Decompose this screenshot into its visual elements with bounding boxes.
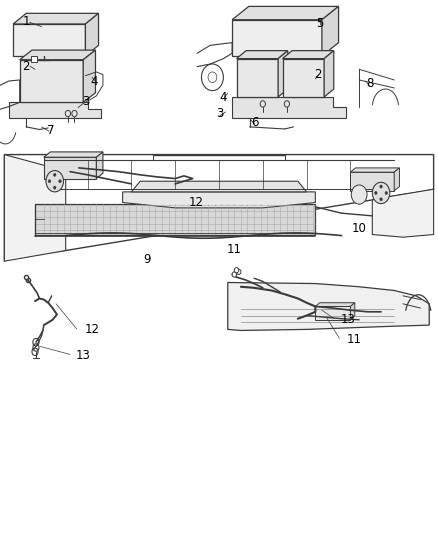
- Text: 13: 13: [76, 349, 91, 362]
- Circle shape: [48, 180, 51, 183]
- Text: 1: 1: [22, 15, 30, 28]
- Polygon shape: [31, 56, 37, 62]
- Polygon shape: [83, 50, 95, 102]
- Polygon shape: [324, 51, 334, 97]
- Polygon shape: [20, 50, 95, 60]
- Text: 4: 4: [90, 75, 98, 87]
- Polygon shape: [44, 157, 96, 179]
- Polygon shape: [350, 168, 399, 172]
- Circle shape: [372, 182, 390, 204]
- Text: 10: 10: [352, 222, 367, 235]
- Circle shape: [374, 191, 377, 195]
- Polygon shape: [228, 282, 429, 330]
- Text: 8: 8: [367, 77, 374, 90]
- Polygon shape: [278, 51, 288, 97]
- Text: 6: 6: [251, 116, 259, 129]
- Text: 9: 9: [143, 253, 151, 265]
- Text: 12: 12: [85, 323, 99, 336]
- Polygon shape: [232, 6, 339, 20]
- Polygon shape: [237, 51, 288, 59]
- Text: 11: 11: [346, 333, 361, 346]
- Polygon shape: [394, 168, 399, 191]
- Polygon shape: [237, 59, 278, 97]
- Polygon shape: [350, 303, 355, 320]
- Circle shape: [53, 173, 56, 176]
- Polygon shape: [123, 192, 315, 208]
- Text: 2: 2: [314, 68, 321, 81]
- Circle shape: [380, 185, 382, 188]
- Polygon shape: [20, 60, 83, 102]
- Polygon shape: [372, 189, 434, 237]
- Text: 4: 4: [219, 91, 227, 103]
- Polygon shape: [96, 152, 103, 179]
- Circle shape: [351, 185, 367, 204]
- Circle shape: [232, 272, 237, 277]
- Polygon shape: [315, 306, 350, 320]
- Text: 12: 12: [188, 196, 203, 209]
- Polygon shape: [13, 24, 85, 56]
- Circle shape: [380, 198, 382, 201]
- Text: 2: 2: [22, 60, 30, 73]
- Circle shape: [59, 180, 61, 183]
- Circle shape: [46, 171, 64, 192]
- Polygon shape: [232, 97, 346, 118]
- Polygon shape: [350, 172, 394, 191]
- Text: 5: 5: [316, 17, 323, 30]
- Text: 7: 7: [46, 124, 54, 137]
- Polygon shape: [85, 13, 99, 56]
- Circle shape: [385, 191, 388, 195]
- Polygon shape: [232, 20, 322, 56]
- Text: 13: 13: [341, 313, 356, 326]
- Polygon shape: [315, 303, 355, 306]
- Text: 3: 3: [216, 107, 223, 120]
- Polygon shape: [131, 181, 307, 192]
- Text: 3: 3: [82, 95, 89, 108]
- Polygon shape: [283, 51, 334, 59]
- Text: 11: 11: [227, 243, 242, 256]
- Polygon shape: [322, 6, 339, 56]
- Polygon shape: [44, 152, 103, 157]
- Circle shape: [237, 269, 241, 274]
- Circle shape: [234, 268, 239, 273]
- Circle shape: [53, 186, 56, 189]
- Polygon shape: [9, 102, 101, 118]
- Polygon shape: [13, 13, 99, 24]
- Polygon shape: [4, 155, 66, 261]
- Polygon shape: [35, 204, 315, 235]
- Polygon shape: [283, 59, 324, 97]
